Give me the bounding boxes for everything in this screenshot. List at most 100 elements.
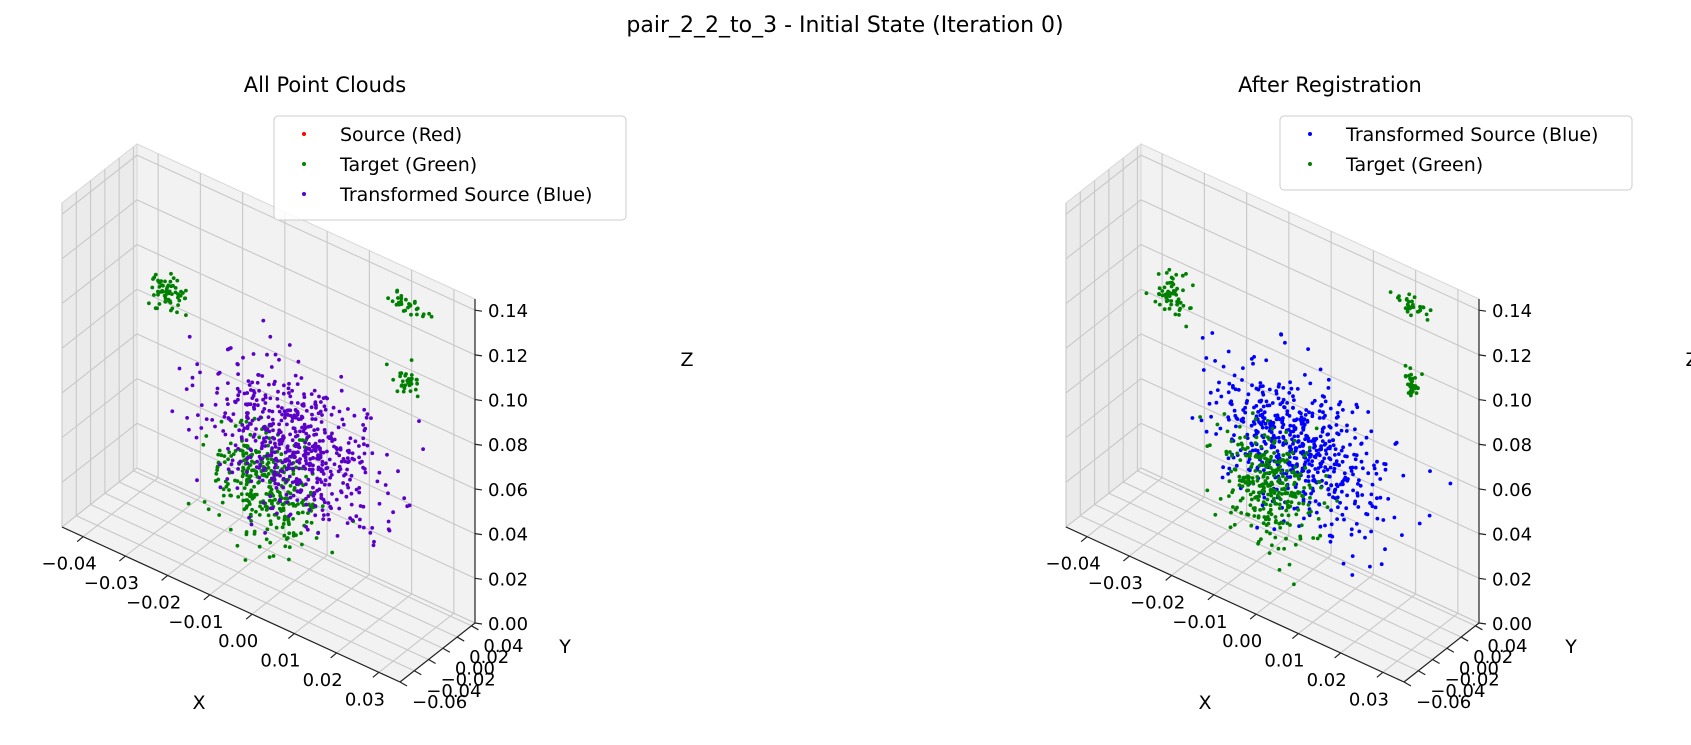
point-2 bbox=[396, 469, 400, 474]
point-1 bbox=[427, 311, 431, 316]
point-0 bbox=[1234, 424, 1238, 429]
point-2 bbox=[245, 426, 250, 431]
point-1 bbox=[266, 465, 271, 470]
point-2 bbox=[361, 423, 365, 427]
point-1 bbox=[1255, 475, 1260, 479]
point-0 bbox=[1264, 358, 1269, 363]
point-2 bbox=[258, 415, 263, 420]
point-1 bbox=[1409, 372, 1413, 377]
point-0 bbox=[1285, 401, 1289, 405]
point-2 bbox=[195, 362, 200, 367]
point-0 bbox=[1314, 448, 1319, 453]
point-1 bbox=[296, 502, 300, 506]
point-2 bbox=[304, 461, 309, 466]
point-1 bbox=[306, 511, 310, 515]
point-2 bbox=[293, 429, 298, 434]
point-1 bbox=[1265, 515, 1270, 519]
point-0 bbox=[1323, 465, 1328, 470]
point-1 bbox=[219, 453, 224, 458]
point-2 bbox=[310, 444, 315, 449]
point-1 bbox=[406, 305, 410, 310]
point-2 bbox=[377, 501, 382, 506]
legend-marker bbox=[302, 162, 306, 166]
point-2 bbox=[310, 417, 315, 421]
point-2 bbox=[274, 486, 279, 490]
point-1 bbox=[1284, 476, 1288, 481]
y-tick-label: −0.04 bbox=[426, 681, 481, 702]
point-2 bbox=[226, 381, 230, 385]
point-0 bbox=[1400, 533, 1404, 537]
point-2 bbox=[261, 468, 266, 473]
point-1 bbox=[1228, 450, 1232, 454]
point-0 bbox=[1364, 451, 1369, 456]
point-2 bbox=[319, 400, 323, 404]
legend-label: Transformed Source (Blue) bbox=[339, 184, 592, 206]
point-1 bbox=[1253, 441, 1258, 446]
grid-line-z bbox=[61, 467, 476, 624]
x-tick bbox=[1291, 633, 1299, 640]
point-1 bbox=[415, 312, 419, 317]
point-1 bbox=[288, 491, 293, 496]
point-1 bbox=[1164, 294, 1168, 299]
point-2 bbox=[251, 352, 256, 356]
point-2 bbox=[325, 466, 330, 470]
point-1 bbox=[267, 485, 271, 489]
point-0 bbox=[1345, 454, 1349, 459]
point-0 bbox=[1226, 415, 1231, 420]
point-1 bbox=[250, 507, 255, 512]
point-0 bbox=[1258, 421, 1263, 426]
point-2 bbox=[275, 511, 279, 516]
point-1 bbox=[273, 497, 277, 502]
point-0 bbox=[1259, 398, 1264, 403]
point-2 bbox=[291, 466, 296, 471]
point-2 bbox=[311, 485, 315, 490]
point-1 bbox=[227, 488, 231, 492]
point-1 bbox=[1157, 302, 1162, 307]
point-1 bbox=[176, 295, 180, 300]
grid-line-z bbox=[1065, 422, 1480, 579]
point-1 bbox=[1408, 366, 1413, 371]
point-1 bbox=[1269, 454, 1273, 459]
z-tick bbox=[474, 622, 483, 625]
point-2 bbox=[322, 500, 327, 505]
point-1 bbox=[1405, 309, 1410, 314]
point-2 bbox=[316, 531, 320, 535]
point-1 bbox=[1178, 300, 1183, 305]
point-1 bbox=[1173, 312, 1178, 317]
point-1 bbox=[1285, 491, 1290, 496]
point-1 bbox=[1315, 536, 1320, 541]
point-1 bbox=[1157, 292, 1161, 296]
x-tick bbox=[1376, 671, 1384, 678]
point-1 bbox=[1271, 469, 1275, 474]
figure-title: pair_2_2_to_3 - Initial State (Iteration… bbox=[626, 13, 1063, 38]
point-2 bbox=[288, 454, 292, 459]
point-2 bbox=[241, 428, 246, 433]
point-0 bbox=[1310, 401, 1315, 405]
point-2 bbox=[268, 494, 273, 499]
point-1 bbox=[245, 492, 250, 497]
point-1 bbox=[271, 554, 276, 558]
point-2 bbox=[295, 433, 300, 438]
point-0 bbox=[1262, 410, 1267, 415]
point-0 bbox=[1239, 418, 1244, 423]
point-1 bbox=[1277, 460, 1282, 465]
point-1 bbox=[266, 443, 270, 448]
point-2 bbox=[277, 409, 282, 414]
point-2 bbox=[383, 483, 388, 487]
point-0 bbox=[1312, 398, 1317, 403]
point-1 bbox=[1243, 447, 1248, 452]
point-0 bbox=[1229, 399, 1234, 404]
point-1 bbox=[214, 471, 219, 476]
point-0 bbox=[1243, 410, 1248, 415]
point-1 bbox=[1307, 445, 1312, 450]
point-2 bbox=[223, 432, 228, 437]
point-2 bbox=[321, 517, 326, 521]
y-tick bbox=[1460, 636, 1469, 642]
grid-line-z bbox=[1065, 243, 1480, 401]
point-1 bbox=[1273, 520, 1278, 525]
point-2 bbox=[295, 382, 300, 386]
point-1 bbox=[1257, 490, 1261, 495]
point-2 bbox=[281, 485, 286, 490]
point-2 bbox=[302, 392, 306, 397]
point-0 bbox=[1294, 456, 1299, 461]
